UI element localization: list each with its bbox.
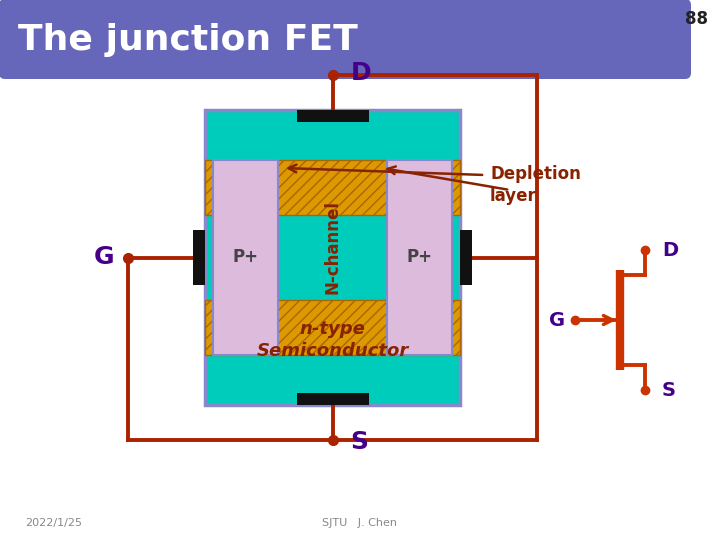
Bar (205, 110, 460, 405)
Text: S: S (662, 381, 676, 400)
Text: Depletion
layer: Depletion layer (490, 165, 581, 205)
Text: N-channel: N-channel (323, 200, 341, 294)
Bar (193, 230, 205, 285)
Bar (205, 160, 460, 215)
Text: D: D (662, 240, 678, 260)
Text: D: D (351, 61, 371, 85)
Text: G: G (549, 310, 565, 329)
Bar (387, 160, 452, 355)
Text: The junction FET: The junction FET (18, 23, 358, 57)
Text: 88: 88 (685, 10, 708, 28)
Bar (213, 160, 278, 355)
Text: SJTU   J. Chen: SJTU J. Chen (323, 518, 397, 528)
FancyBboxPatch shape (0, 0, 691, 79)
Text: P+: P+ (407, 248, 433, 267)
Bar (460, 230, 472, 285)
Bar (205, 300, 460, 355)
Text: n-type
Semiconductor: n-type Semiconductor (256, 320, 409, 360)
Text: S: S (351, 430, 369, 454)
Bar (297, 110, 369, 122)
Text: G: G (94, 246, 114, 269)
Text: 2022/1/25: 2022/1/25 (25, 518, 82, 528)
Bar (297, 393, 369, 405)
Text: P+: P+ (233, 248, 258, 267)
